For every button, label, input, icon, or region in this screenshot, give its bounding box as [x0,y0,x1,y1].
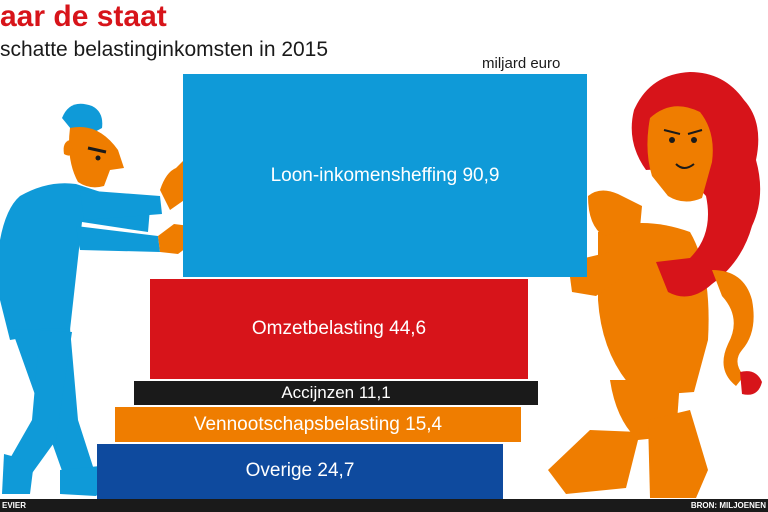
bar-omzetbelasting: Omzetbelasting 44,6 [150,279,528,379]
bar-label-loon-inkomensheffing: Loon-inkomensheffing 90,9 [270,164,500,186]
bar-loon-inkomensheffing: Loon-inkomensheffing 90,9 [183,74,587,278]
bar-vennootschapsbelasting: Vennootschapsbelasting 15,4 [115,407,521,442]
bar-accijnzen: Accijnzen 11,1 [134,380,538,406]
bar-label-omzetbelasting: Omzetbelasting 44,6 [251,317,427,339]
bar-label-overige: Overige 24,7 [245,460,355,482]
lion-pushing-icon [548,72,762,498]
bar-overige: Overige 24,7 [97,443,503,499]
unit-label: miljard euro [482,55,561,72]
chart-title: aar de staat [0,0,167,33]
bar-label-accijnzen: Accijnzen 11,1 [281,383,391,403]
footer-source: BRON: MILJOENEN [690,501,766,510]
footer-credit: EVIER [2,501,27,510]
chart-subtitle: schatte belastinginkomsten in 2015 [0,38,329,61]
bar-label-vennootschapsbelasting: Vennootschapsbelasting 15,4 [193,413,443,435]
footer: EVIER BRON: MILJOENEN [0,499,768,512]
